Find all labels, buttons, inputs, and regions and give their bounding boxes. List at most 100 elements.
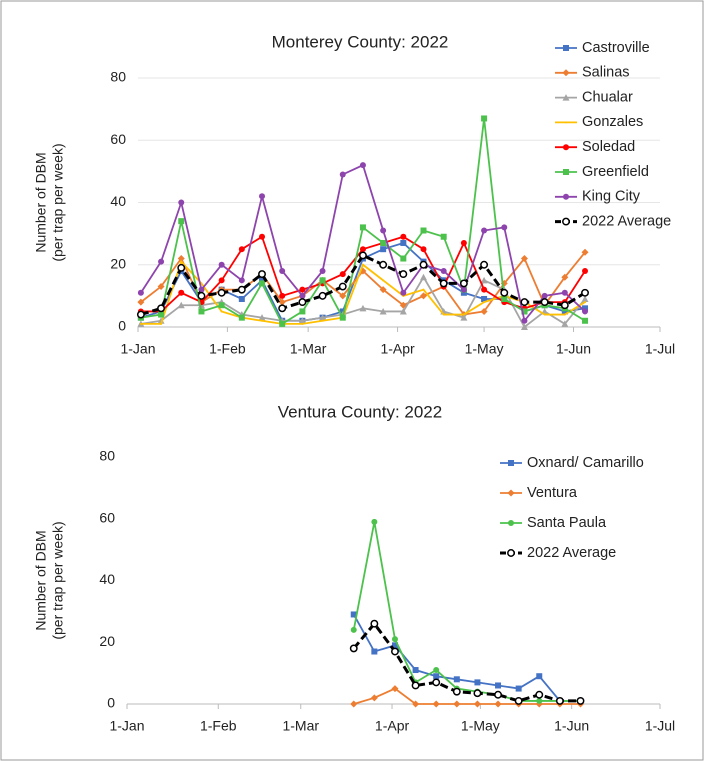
- y-tick-label: 20: [99, 633, 115, 649]
- series: [139, 259, 587, 325]
- point: [359, 251, 367, 260]
- point: [494, 700, 502, 708]
- point: [359, 246, 366, 253]
- point: [460, 286, 467, 293]
- legend-label: Salinas: [582, 65, 630, 81]
- point: [178, 218, 185, 225]
- legend-marker: [507, 489, 515, 497]
- point: [400, 233, 407, 240]
- point: [584, 301, 587, 304]
- legend-label: 2022 Average: [582, 213, 671, 229]
- point: [298, 317, 306, 324]
- point: [442, 313, 445, 316]
- point: [480, 260, 489, 269]
- point: [178, 289, 185, 296]
- y-axis-label: (per trap per week): [50, 521, 66, 639]
- point: [563, 313, 566, 316]
- point: [299, 286, 306, 293]
- point: [299, 292, 306, 299]
- y-axis-label: (per trap per week): [50, 143, 66, 261]
- point: [433, 667, 440, 674]
- point: [298, 298, 307, 307]
- point: [560, 301, 569, 310]
- point: [582, 317, 589, 324]
- legend-marker: [562, 217, 570, 226]
- point: [555, 696, 564, 705]
- series-line: [352, 621, 581, 703]
- point: [453, 700, 461, 708]
- series-line: [140, 253, 586, 316]
- point: [380, 239, 387, 246]
- point: [399, 307, 407, 315]
- point: [238, 246, 245, 253]
- point: [177, 255, 185, 263]
- point: [520, 255, 528, 263]
- legend-label: Oxnard/ Camarillo: [527, 455, 644, 471]
- point: [481, 115, 488, 122]
- point: [462, 313, 465, 316]
- x-tick-label: 1-May: [465, 341, 504, 357]
- point: [339, 314, 346, 321]
- point: [540, 298, 549, 307]
- point: [177, 301, 185, 309]
- y-axis-label: Number of DBM: [33, 152, 49, 252]
- chart-title: Ventura County: 2022: [278, 402, 442, 421]
- point: [350, 611, 357, 618]
- y-tick-label: 80: [110, 69, 126, 85]
- point: [582, 305, 589, 312]
- x-tick-label: 1-Jan: [120, 341, 155, 357]
- point: [576, 696, 585, 705]
- point: [157, 304, 166, 313]
- point: [319, 277, 326, 284]
- point: [160, 322, 163, 325]
- point: [359, 304, 367, 312]
- point: [371, 518, 378, 525]
- point: [582, 267, 589, 274]
- y-tick-label: 0: [107, 695, 115, 711]
- legend-marker: [565, 121, 567, 124]
- point: [419, 260, 428, 269]
- y-tick-label: 0: [118, 318, 126, 334]
- legend-marker: [563, 193, 569, 200]
- point: [158, 258, 165, 265]
- point: [581, 248, 589, 256]
- point: [501, 295, 508, 302]
- point: [321, 319, 324, 322]
- point: [350, 626, 357, 633]
- point: [459, 279, 468, 288]
- point: [370, 619, 379, 628]
- x-tick-label: 1-Mar: [290, 341, 327, 357]
- point: [238, 277, 245, 284]
- legend-label: Santa Paula: [527, 515, 607, 531]
- point: [338, 282, 347, 291]
- point: [520, 323, 528, 330]
- point: [350, 700, 358, 708]
- series: [350, 685, 584, 708]
- point: [391, 642, 398, 649]
- point: [359, 162, 366, 169]
- point: [561, 273, 569, 281]
- x-tick-label: 1-Jun: [554, 718, 589, 734]
- point: [541, 292, 548, 299]
- x-tick-label: 1-Jan: [109, 718, 144, 734]
- x-tick-label: 1-Jul: [645, 718, 675, 734]
- point: [536, 697, 543, 704]
- point: [481, 286, 488, 293]
- legend-marker: [508, 460, 514, 466]
- point: [218, 277, 225, 284]
- point: [561, 289, 568, 296]
- point: [474, 679, 481, 686]
- point: [157, 283, 165, 291]
- x-tick-label: 1-Jul: [645, 341, 675, 357]
- point: [420, 246, 427, 253]
- point: [440, 233, 447, 240]
- point: [137, 298, 145, 306]
- point: [198, 286, 205, 293]
- point: [412, 700, 420, 708]
- point: [473, 689, 482, 698]
- x-tick-label: 1-Apr: [380, 341, 415, 357]
- legend-label: King City: [582, 189, 641, 205]
- legend-marker: [562, 69, 570, 77]
- y-tick-label: 60: [110, 131, 126, 147]
- point: [319, 314, 327, 321]
